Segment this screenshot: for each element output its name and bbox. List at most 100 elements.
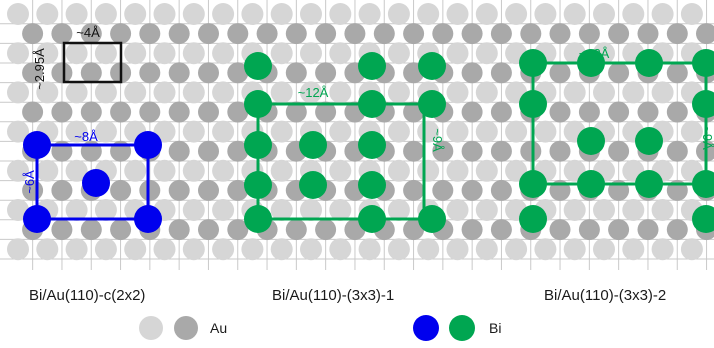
au-atom-dark [198,219,219,241]
au-atom-light [387,81,410,104]
au-atom-dark [549,62,571,84]
3x3-2-height-label: ~9Å [700,126,714,150]
au-atom-dark [490,62,512,84]
au-atom-light [212,3,235,25]
au-atom-light [65,238,88,261]
au-atom-light [563,238,586,261]
au-atom-dark [51,101,73,123]
au-atom-dark [608,219,630,241]
au-atom-light [94,42,117,65]
primitive-cell-height-label: ~2.95Å [32,48,47,90]
au-atom-dark [608,101,630,123]
au-atom-light [622,199,645,221]
bi-atom-green [299,171,327,199]
au-atom-dark [461,23,483,45]
au-atom-light [300,199,322,221]
au-atom-light [563,199,586,221]
au-atom-dark [666,23,688,45]
au-atom-light [270,159,293,182]
au-atom-light [622,81,645,104]
au-atom-dark [198,179,219,201]
au-atom-light [182,199,205,221]
bi-atom-green [692,90,714,118]
au-atom-light [300,42,322,65]
bi-atom-green [299,131,327,159]
au-atom-light [65,81,88,104]
au-atom-dark [110,179,132,201]
au-atom-dark [461,179,483,201]
au-atom-dark [227,140,249,162]
au-atom-dark [80,101,102,123]
au-atom-light [593,238,615,261]
au-atom-dark [285,219,307,241]
au-atom-light [153,81,176,104]
au-atom-light [329,199,352,221]
au-atom-light [212,238,235,261]
au-atom-light [329,159,352,182]
au-atom-light [417,159,440,182]
bi-atom-green [358,171,386,199]
au-atom-light [241,3,264,25]
au-atom-dark [578,23,600,45]
au-atom-dark [403,140,425,162]
au-atom-light [270,238,293,261]
c2x2-height-label: ~6Å [22,170,37,194]
au-atom-light [387,238,410,261]
au-atom-dark [578,219,600,241]
au-atom-dark [198,140,219,162]
au-atom-light [358,3,381,25]
au-atom-dark [110,23,132,45]
au-atom-light [212,42,235,65]
au-atom-dark [168,101,190,123]
au-atom-dark [403,179,425,201]
3x3-1-width-label: ~12Å [298,85,329,100]
au-atom-dark [168,140,190,162]
bi-atom-green [358,131,386,159]
au-atom-dark [22,101,44,123]
bi-atom-green [692,205,714,233]
au-atom-dark [256,23,278,45]
au-atom-dark [315,219,337,241]
3x3-1-caption: Bi/Au(110)-(3x3)-1 [272,287,395,304]
au-atom-light [153,159,176,182]
au-atom-dark [461,140,483,162]
au-atom-dark [168,179,190,201]
au-atom-light [65,42,88,65]
au-atom-dark [110,101,132,123]
bi-atom-blue-center [82,169,110,197]
au-atom-light [475,159,498,182]
au-atom-light [153,42,176,65]
au-atom-dark [637,101,659,123]
unit-cell-outlines [35,41,708,221]
au-atom-light [124,81,147,104]
au-atom-light [300,3,322,25]
au-atom-light [241,238,264,261]
au-atom-light [387,120,410,143]
au-atom-dark [490,219,512,241]
legend-au-dark-atom [174,316,198,340]
3x3-2-width-label: ~12Å [579,46,610,61]
au-atom-light [446,159,469,182]
au-atom-light [182,81,205,104]
au-atom-light [212,81,235,104]
au-atom-light [505,120,528,143]
au-atom-light [622,3,645,25]
au-atom-light [475,42,498,65]
au-atom-light [153,238,176,261]
au-atom-light [387,199,410,221]
au-atom-light [300,81,322,104]
au-atom-light [593,199,615,221]
au-atom-dark [198,101,219,123]
au-atom-dark [373,23,395,45]
au-atom-light [651,81,674,104]
au-atom-light [182,238,205,261]
au-atom-dark [549,140,571,162]
legend-bi-blue-atom [413,315,439,341]
au-atom-dark [80,219,102,241]
au-atom-light [94,81,117,104]
au-atom-dark [139,179,161,201]
au-atom-light [65,199,88,221]
au-atom-light [475,120,498,143]
au-atom-light [563,81,586,104]
au-atom-light [446,81,469,104]
